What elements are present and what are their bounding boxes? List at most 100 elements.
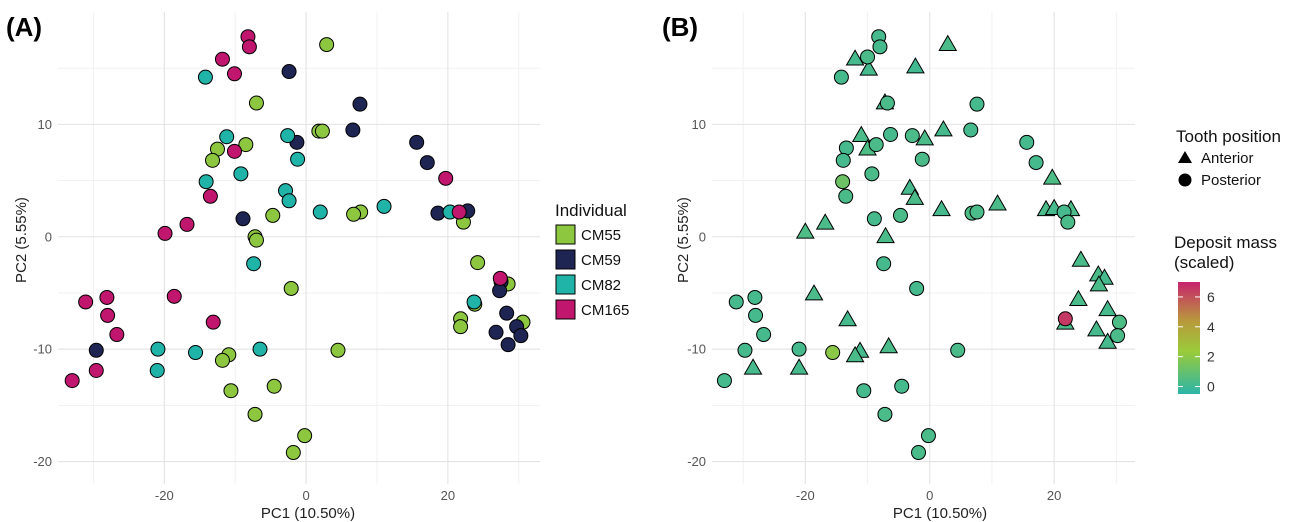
colorbar — [1178, 282, 1200, 394]
legend-item-posterior: Posterior — [1178, 172, 1261, 189]
point-anterior — [938, 34, 958, 51]
point-anterior — [845, 49, 865, 66]
point-cm59 — [235, 211, 251, 227]
point-anterior — [1042, 168, 1062, 185]
point-cm165 — [166, 288, 182, 304]
triangle-icon — [1178, 151, 1192, 163]
colorbar-tick-label: 6 — [1207, 289, 1215, 305]
legend-tooth-position-title: Tooth position — [1176, 127, 1281, 146]
point-posterior — [728, 294, 744, 310]
point-posterior — [737, 342, 753, 358]
point-anterior — [1098, 299, 1118, 317]
point-cm82 — [149, 362, 165, 378]
point-anterior — [804, 284, 824, 301]
point-posterior — [1028, 155, 1044, 171]
point-cm165 — [179, 216, 195, 232]
legend-label-cm59: CM59 — [581, 252, 621, 269]
point-posterior — [866, 211, 882, 227]
panel-b: (B) -20 0 20 -20 -10 0 10 PC1 (10.50%) PC2 (5.… — [662, 12, 1135, 522]
point-cm55 — [214, 352, 230, 368]
point-anterior — [859, 59, 879, 76]
point-cm165 — [157, 225, 173, 241]
point-cm165 — [214, 51, 230, 67]
point-cm165 — [492, 270, 508, 286]
x-tick-label: -20 — [155, 488, 174, 503]
point-posterior — [747, 289, 763, 305]
panel-a-label: (A) — [6, 12, 42, 42]
point-anterior — [743, 358, 763, 375]
legend-item-cm82: CM82 — [555, 274, 621, 295]
point-posterior — [892, 207, 908, 223]
point-cm82 — [188, 345, 204, 361]
point-cm165 — [109, 327, 125, 343]
legend-swatch-cm82 — [555, 274, 576, 295]
point-cm59 — [513, 328, 529, 344]
point-cm59 — [500, 337, 516, 353]
legend-swatch-cm165 — [555, 299, 576, 320]
point-posterior — [838, 140, 854, 156]
point-cm59 — [88, 342, 104, 358]
y-tick-label: -20 — [687, 454, 706, 469]
point-posterior — [1019, 134, 1035, 150]
point-cm55 — [453, 319, 469, 335]
point-cm165 — [88, 362, 104, 378]
point-cm55 — [248, 95, 264, 111]
point-cm82 — [219, 129, 235, 145]
point-posterior — [872, 39, 888, 55]
point-cm82 — [281, 193, 297, 209]
point-cm55 — [314, 123, 330, 139]
point-posterior — [950, 342, 966, 358]
legend-swatch-cm55 — [555, 224, 576, 245]
point-posterior — [879, 95, 895, 111]
point-posterior — [838, 188, 854, 204]
legend-item-cm59: CM59 — [555, 249, 621, 270]
y-tick-label: 0 — [45, 229, 52, 244]
point-posterior — [877, 406, 893, 422]
point-cm165 — [78, 294, 94, 310]
point-posterior — [748, 307, 764, 323]
colorbar-ticks: 6 4 2 0 — [1178, 289, 1215, 395]
legend-individual: Individual CM55 CM59 CM82 CM165 — [555, 201, 629, 320]
point-posterior — [716, 373, 732, 389]
point-cm82 — [150, 341, 166, 357]
point-anterior — [1098, 332, 1118, 349]
point-anterior — [789, 358, 809, 375]
point-anterior — [1071, 250, 1091, 267]
point-anterior — [876, 226, 895, 244]
point-posterior — [911, 445, 927, 461]
point-cm82 — [233, 166, 249, 182]
point-cm82 — [376, 198, 392, 214]
point-cm82 — [290, 151, 306, 167]
point-posterior — [883, 126, 899, 142]
point-cm82 — [198, 174, 214, 190]
point-cm59 — [419, 155, 435, 171]
points-a — [64, 29, 531, 461]
x-axis-label-b: PC1 (10.50%) — [893, 505, 987, 522]
y-tick-label: 10 — [38, 117, 52, 132]
point-anterior — [905, 57, 925, 74]
point-anterior — [838, 309, 858, 327]
panel-b-label: (B) — [662, 12, 698, 42]
point-posterior — [963, 122, 979, 138]
point-posterior — [1057, 311, 1073, 327]
point-anterior — [1068, 289, 1088, 307]
point-posterior — [969, 204, 985, 220]
points-b — [716, 29, 1127, 461]
legend-tooth-position: Tooth position Anterior Posterior — [1176, 127, 1281, 189]
point-posterior — [791, 341, 807, 357]
point-posterior — [894, 378, 910, 394]
point-anterior — [932, 199, 951, 217]
circle-icon — [1178, 173, 1192, 187]
point-cm165 — [451, 204, 467, 220]
legend-deposit-mass-title: Deposit mass — [1174, 233, 1277, 252]
point-cm59 — [409, 134, 425, 150]
point-cm59 — [281, 64, 297, 80]
y-axis-label-b: PC2 (5.55%) — [675, 197, 692, 283]
point-posterior — [856, 383, 872, 399]
point-cm55 — [266, 378, 282, 394]
grid-b — [712, 12, 1135, 484]
point-anterior — [815, 213, 835, 230]
legend-label-anterior: Anterior — [1201, 150, 1254, 167]
point-cm55 — [238, 137, 254, 153]
grid-a — [58, 12, 540, 484]
